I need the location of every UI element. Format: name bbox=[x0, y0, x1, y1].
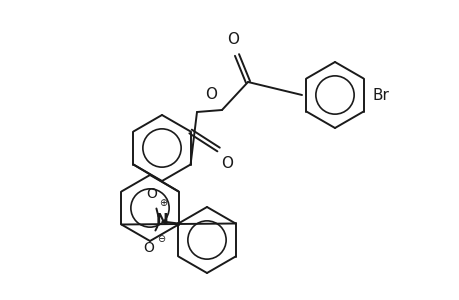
Text: Br: Br bbox=[372, 88, 389, 103]
Text: ⊖: ⊖ bbox=[157, 235, 165, 244]
Text: O: O bbox=[143, 241, 153, 254]
Text: N: N bbox=[156, 213, 168, 228]
Text: ⊕: ⊕ bbox=[159, 199, 167, 208]
Text: O: O bbox=[205, 87, 217, 102]
Text: O: O bbox=[226, 32, 239, 47]
Text: O: O bbox=[221, 155, 233, 170]
Text: O: O bbox=[146, 187, 157, 200]
